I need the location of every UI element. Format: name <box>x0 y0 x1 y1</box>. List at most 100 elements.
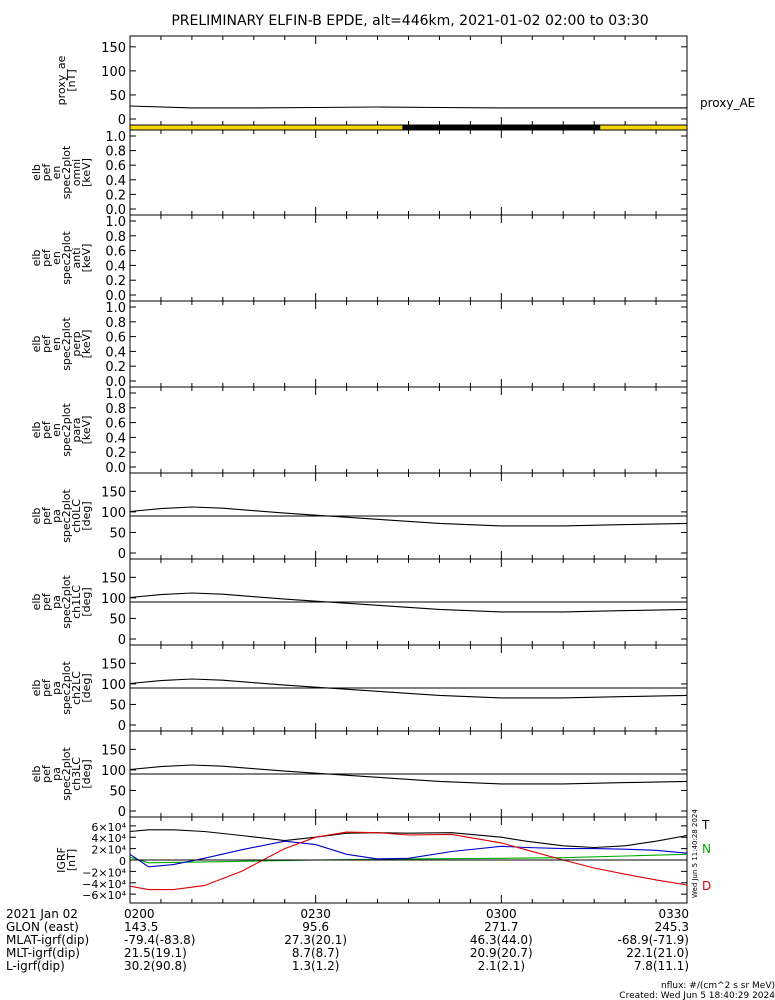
ytick-label-1: 0.8 <box>105 316 126 331</box>
ytick-label-2: 50 <box>109 698 126 713</box>
ytick-label-3: 0 <box>118 805 126 820</box>
ytick-label-3: 0.4 <box>105 174 126 189</box>
ytick-label-0: 1.0 <box>105 387 126 402</box>
panel-frame-3 <box>129 214 688 302</box>
ylabel-line-1: [nT] <box>65 849 78 871</box>
ytick-label-2: 50 <box>109 526 126 541</box>
ylabel-line-0: elb <box>30 508 43 525</box>
component-label-N: N <box>702 842 711 856</box>
ytick-label-3: 0.4 <box>105 345 126 360</box>
ylabel-line-1: pef <box>40 592 53 611</box>
ytick-label-1: 100 <box>101 678 126 693</box>
ylabel-line-3: spec2plot <box>60 403 73 457</box>
xaxis-value-glon-2: 271.7 <box>484 920 518 934</box>
proxy-ae-legend: proxy_AE <box>700 96 755 110</box>
proxy-ae-series-label: proxy_AE <box>700 96 755 110</box>
ylabel-line-4: para <box>70 418 83 443</box>
panel-2: 1.00.80.60.40.20.0 elbpefenspec2plotomni[… <box>30 129 688 218</box>
ytick-label-1: 100 <box>101 764 126 779</box>
ylabel-line-5: [deg] <box>80 673 93 702</box>
status-bar-segment-2 <box>600 125 687 130</box>
ylabel-line-0: elb <box>30 336 43 353</box>
xaxis-row-label-3: MLT-igrf(dip) <box>6 946 80 960</box>
ylabel-line-5: [deg] <box>80 759 93 788</box>
panel-frame-2 <box>129 129 688 216</box>
xaxis-value-mlt-1: 8.7(8.7) <box>292 946 340 960</box>
ytick-label-2: 50 <box>109 784 126 799</box>
series-line-E <box>129 840 688 868</box>
xaxis-value-mlat-2: 46.3(44.0) <box>470 933 533 947</box>
ylabel-line-0: proxy_ae <box>55 55 68 105</box>
ytick-label-0: 1.0 <box>105 130 126 145</box>
ytick-label-0: 150 <box>101 41 126 56</box>
ytick-label-2: 0.6 <box>105 417 126 432</box>
panel-1 <box>129 124 688 131</box>
panel-frame-0 <box>129 35 688 126</box>
ytick-label-1: 0.8 <box>105 230 126 245</box>
series-line-N <box>129 853 688 864</box>
ylabel-line-2: en <box>50 423 63 437</box>
ylabel-line-1: pef <box>40 420 53 439</box>
ytick-label-2: 0.6 <box>105 245 126 260</box>
ylabel-line-3: spec2plot <box>60 145 73 199</box>
ytick-label-2: 2×10⁴ <box>91 844 126 857</box>
ytick-label-5: −4×10⁴ <box>82 878 126 891</box>
xaxis-row-label-2: MLAT-igrf(dip) <box>6 933 89 947</box>
ytick-label-4: 0.2 <box>105 188 126 203</box>
ylabel-line-1: pef <box>40 334 53 353</box>
xaxis-value-l-3: 7.8(11.1) <box>634 959 689 973</box>
ytick-label-0: 6×10⁴ <box>91 821 126 834</box>
series-line-proxy_AE <box>129 105 687 109</box>
ylabel-line-2: en <box>50 251 63 265</box>
ytick-label-2: 50 <box>109 612 126 627</box>
units-note: nflux: #/(cm^2 s sr MeV) <box>661 981 775 991</box>
panel-3: 1.00.80.60.40.20.0 elbpefenspec2plotanti[… <box>30 214 688 304</box>
ylabel-line-4: anti <box>70 247 83 268</box>
ylabel-line-3: spec2plot <box>60 661 73 715</box>
ytick-label-4: −2×10⁴ <box>82 866 126 879</box>
panel-5: 1.00.80.60.40.20.0 elbpefenspec2plotpara[… <box>30 386 688 476</box>
series-line-T <box>129 829 688 849</box>
series-line-lc <box>129 506 688 527</box>
ytick-label-5: 0.0 <box>105 461 126 476</box>
panel-4: 1.00.80.60.40.20.0 elbpefenspec2plotperp[… <box>30 300 688 390</box>
ylabel-line-4: perp <box>70 331 83 356</box>
xaxis-value-glon-3: 245.3 <box>655 920 689 934</box>
ytick-label-0: 150 <box>101 657 126 672</box>
xaxis-value-time-1: 0230 <box>300 907 331 921</box>
ytick-label-3: 0 <box>118 719 126 734</box>
ylabel-line-4: ch2LC <box>70 671 83 705</box>
ylabel-line-0: elb <box>30 594 43 611</box>
series-line-lc <box>129 678 688 699</box>
ylabel-line-3: spec2plot <box>60 575 73 629</box>
component-label-D: D <box>702 879 711 893</box>
ytick-label-0: 150 <box>101 743 126 758</box>
side-created-stamp: Wed Jun 5 11:40:28 2024 <box>691 809 699 898</box>
ylabel-line-2: en <box>50 166 63 180</box>
ytick-label-1: 0.8 <box>105 145 126 160</box>
xaxis-value-time-3: 0330 <box>658 907 689 921</box>
ylabel-line-5: [keV] <box>80 416 93 445</box>
ytick-label-4: 0.2 <box>105 446 126 461</box>
ylabel-line-2: en <box>50 337 63 351</box>
xaxis-value-glon-1: 95.6 <box>302 920 329 934</box>
xaxis-value-mlt-3: 22.1(21.0) <box>626 946 689 960</box>
ylabel-line-0: elb <box>30 250 43 267</box>
ytick-label-6: −6×10⁴ <box>82 889 126 902</box>
ylabel-line-4: ch0LC <box>70 499 83 533</box>
ytick-label-1: 100 <box>101 506 126 521</box>
component-label-T: T <box>701 818 710 832</box>
ytick-label-2: 50 <box>109 89 126 104</box>
ytick-label-4: 0.2 <box>105 360 126 375</box>
ylabel-line-5: [deg] <box>80 587 93 616</box>
ytick-label-1: 0.8 <box>105 402 126 417</box>
ytick-label-3: 0.4 <box>105 259 126 274</box>
ytick-label-5: 0.0 <box>105 203 126 218</box>
ylabel-line-3: spec2plot <box>60 231 73 285</box>
ylabel-line-4: ch3LC <box>70 757 83 791</box>
xaxis-value-mlat-3: -68.9(-71.9) <box>618 933 689 947</box>
